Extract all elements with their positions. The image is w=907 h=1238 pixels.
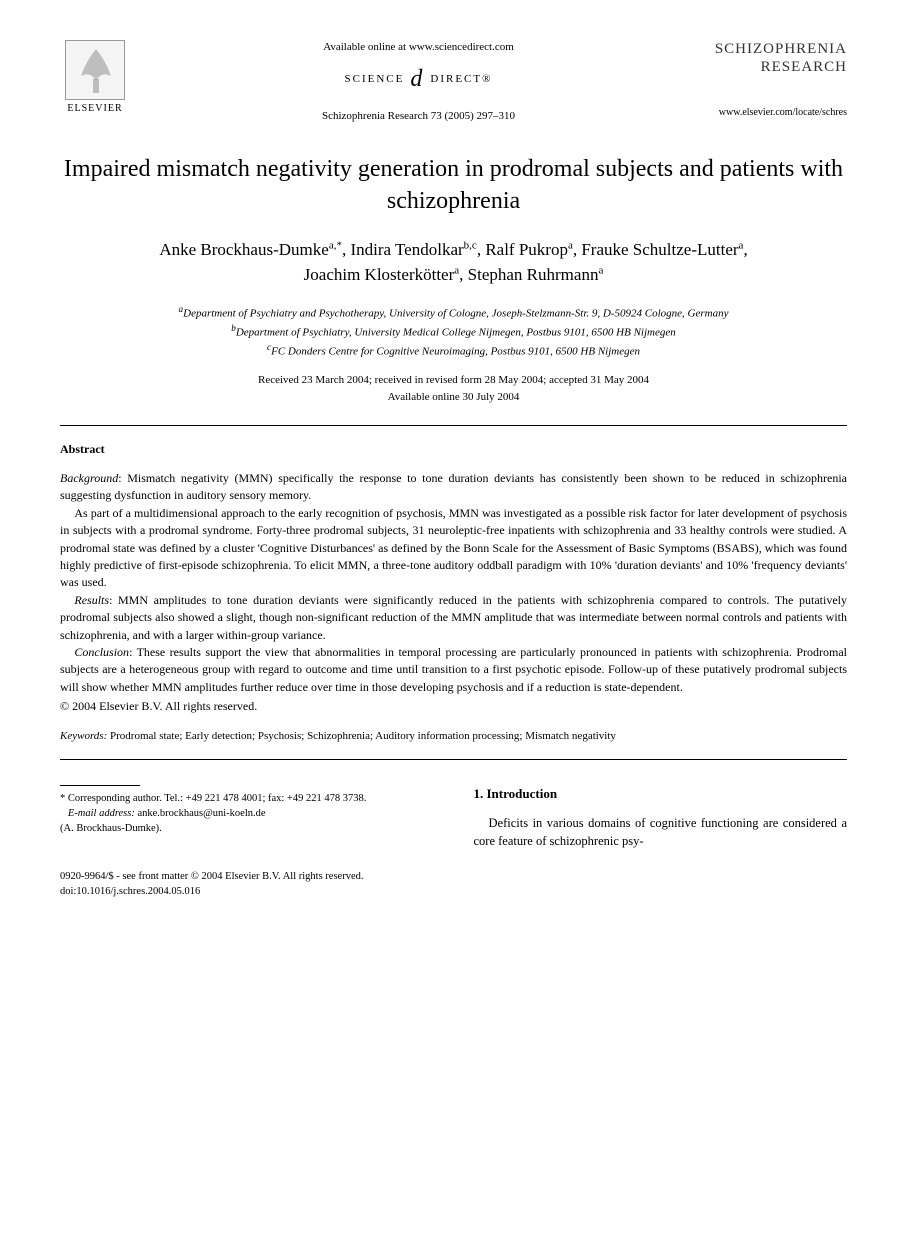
author: Indira Tendolkarb,c <box>350 240 476 259</box>
journal-branding: SCHIZOPHRENIA RESEARCH www.elsevier.com/… <box>707 40 847 120</box>
author-sup: a,* <box>329 239 342 251</box>
sd-right: DIRECT® <box>430 72 492 87</box>
elsevier-tree-icon <box>65 40 125 100</box>
email-line: E-mail address: anke.brockhaus@uni-koeln… <box>60 807 434 822</box>
abstract-heading: Abstract <box>60 441 847 458</box>
dates-received: Received 23 March 2004; received in revi… <box>258 374 649 386</box>
issn-text: 0920-9964/$ - see front matter © 2004 El… <box>60 870 847 885</box>
rule-bottom <box>60 759 847 760</box>
keywords-list: Prodromal state; Early detection; Psycho… <box>110 730 616 742</box>
background-label: Background <box>60 471 118 485</box>
publisher-label: ELSEVIER <box>67 102 122 116</box>
doi-text: doi:10.1016/j.schres.2004.05.016 <box>60 885 847 900</box>
conclusion-label: Conclusion <box>74 645 129 659</box>
sd-d-icon: d <box>410 63 424 97</box>
corr-author-line: * Corresponding author. Tel.: +49 221 47… <box>60 792 434 807</box>
author-name: Frauke Schultze-Lutter <box>581 240 738 259</box>
sd-left: SCIENCE <box>345 72 405 87</box>
author-sup: a <box>454 265 459 277</box>
affiliation-a: Department of Psychiatry and Psychothera… <box>183 307 728 319</box>
center-header: Available online at www.sciencedirect.co… <box>130 40 707 124</box>
author-name: Stephan Ruhrmann <box>468 265 599 284</box>
journal-title-l2: RESEARCH <box>761 59 847 75</box>
results-label: Results <box>74 593 109 607</box>
keywords-line: Keywords: Prodromal state; Early detecti… <box>60 729 847 744</box>
abstract-background: Background: Mismatch negativity (MMN) sp… <box>60 470 847 505</box>
citation-line: Schizophrenia Research 73 (2005) 297–310 <box>150 109 687 124</box>
abstract-copyright: © 2004 Elsevier B.V. All rights reserved… <box>60 698 847 715</box>
journal-url: www.elsevier.com/locate/schres <box>707 106 847 120</box>
author: Frauke Schultze-Luttera <box>581 240 743 259</box>
abstract-conclusion: Conclusion: These results support the vi… <box>60 644 847 696</box>
author-sup: a <box>598 265 603 277</box>
bottom-columns: * Corresponding author. Tel.: +49 221 47… <box>60 785 847 850</box>
publisher-logo: ELSEVIER <box>60 40 130 120</box>
results-text: : MMN amplitudes to tone duration devian… <box>60 593 847 642</box>
page-header: ELSEVIER Available online at www.science… <box>60 40 847 124</box>
journal-title: SCHIZOPHRENIA RESEARCH <box>707 40 847 76</box>
author-name: Joachim Klosterkötter <box>304 265 455 284</box>
journal-title-l1: SCHIZOPHRENIA <box>715 41 847 57</box>
affiliation-c: FC Donders Centre for Cognitive Neuroima… <box>271 346 640 358</box>
background-text: : Mismatch negativity (MMN) specifically… <box>60 471 847 502</box>
abstract-results: Results: MMN amplitudes to tone duration… <box>60 592 847 644</box>
affiliations: aDepartment of Psychiatry and Psychother… <box>60 303 847 360</box>
author-list: Anke Brockhaus-Dumkea,*, Indira Tendolka… <box>60 237 847 288</box>
author: Ralf Pukropa <box>485 240 573 259</box>
author-name: Indira Tendolkar <box>350 240 463 259</box>
left-column: * Corresponding author. Tel.: +49 221 47… <box>60 785 434 850</box>
author-sup: a <box>568 239 573 251</box>
rule-top <box>60 425 847 426</box>
email-address: anke.brockhaus@uni-koeln.de <box>137 808 265 819</box>
author-name: Ralf Pukrop <box>485 240 568 259</box>
intro-paragraph: Deficits in various domains of cognitive… <box>474 815 848 850</box>
abstract-methods: As part of a multidimensional approach t… <box>60 505 847 592</box>
sciencedirect-logo: SCIENCE d DIRECT® <box>345 63 493 97</box>
author: Joachim Klosterköttera <box>304 265 460 284</box>
email-label: E-mail address: <box>68 808 135 819</box>
author: Anke Brockhaus-Dumkea,* <box>159 240 342 259</box>
conclusion-text: : These results support the view that ab… <box>60 645 847 694</box>
intro-heading: 1. Introduction <box>474 785 848 803</box>
available-online-text: Available online at www.sciencedirect.co… <box>150 40 687 55</box>
article-title: Impaired mismatch negativity generation … <box>60 154 847 216</box>
email-author: (A. Brockhaus-Dumke). <box>60 822 434 837</box>
author: Stephan Ruhrmanna <box>468 265 604 284</box>
author-sup: b,c <box>464 239 477 251</box>
right-column: 1. Introduction Deficits in various doma… <box>474 785 848 850</box>
corresponding-author-footnote: * Corresponding author. Tel.: +49 221 47… <box>60 792 434 836</box>
footer-issn: 0920-9964/$ - see front matter © 2004 El… <box>60 870 847 899</box>
author-sup: a <box>739 239 744 251</box>
dates-online: Available online 30 July 2004 <box>388 391 520 403</box>
article-dates: Received 23 March 2004; received in revi… <box>60 372 847 405</box>
abstract-section: Abstract Background: Mismatch negativity… <box>60 441 847 715</box>
footnote-rule <box>60 785 140 786</box>
affiliation-b: Department of Psychiatry, University Med… <box>236 327 676 339</box>
author-name: Anke Brockhaus-Dumke <box>159 240 329 259</box>
keywords-label: Keywords: <box>60 730 107 742</box>
